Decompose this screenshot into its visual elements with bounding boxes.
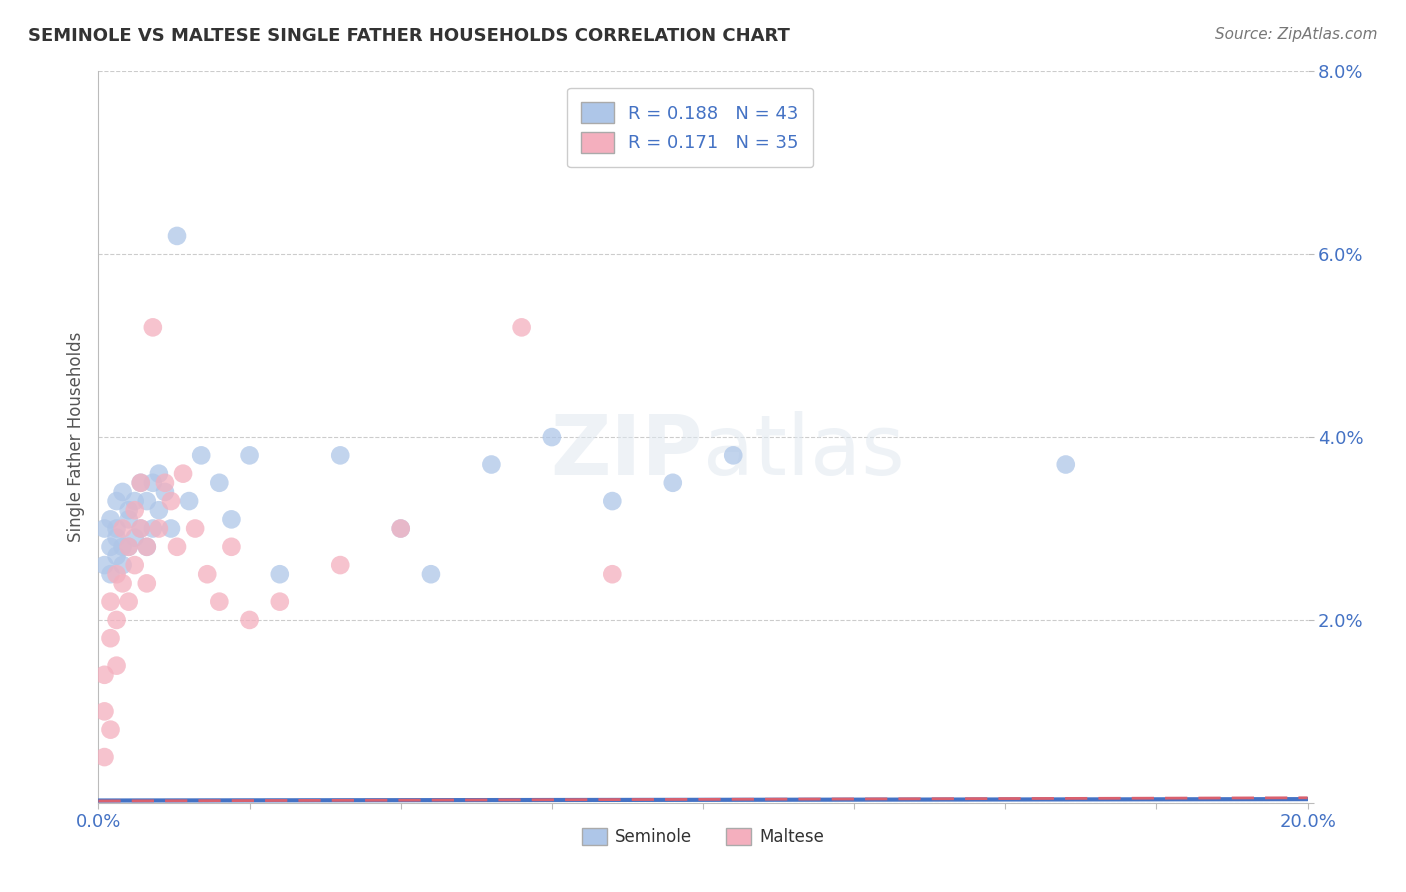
Point bbox=[166, 540, 188, 554]
Point bbox=[239, 449, 262, 463]
Point bbox=[105, 494, 128, 508]
Point bbox=[148, 503, 170, 517]
Point bbox=[105, 613, 128, 627]
Point bbox=[142, 521, 165, 535]
Point bbox=[129, 475, 152, 490]
Point bbox=[166, 229, 188, 244]
Point bbox=[93, 750, 115, 764]
Point bbox=[269, 595, 291, 609]
Point bbox=[510, 320, 533, 334]
Point bbox=[93, 705, 115, 719]
Point bbox=[118, 595, 141, 609]
Point bbox=[190, 449, 212, 463]
Point bbox=[602, 567, 624, 582]
Point bbox=[135, 540, 157, 554]
Point bbox=[172, 467, 194, 481]
Point bbox=[142, 475, 165, 490]
Point bbox=[111, 576, 134, 591]
Point bbox=[661, 475, 683, 490]
Text: SEMINOLE VS MALTESE SINGLE FATHER HOUSEHOLDS CORRELATION CHART: SEMINOLE VS MALTESE SINGLE FATHER HOUSEH… bbox=[28, 27, 790, 45]
Point bbox=[153, 475, 176, 490]
Point bbox=[124, 531, 146, 545]
Point bbox=[111, 540, 134, 554]
Point bbox=[208, 475, 231, 490]
Point bbox=[329, 558, 352, 573]
Point bbox=[160, 494, 183, 508]
Point bbox=[1054, 458, 1077, 472]
Point bbox=[105, 567, 128, 582]
Point bbox=[135, 494, 157, 508]
Point bbox=[100, 567, 122, 582]
Point bbox=[100, 512, 122, 526]
Point bbox=[118, 512, 141, 526]
Point bbox=[195, 567, 218, 582]
Point bbox=[93, 521, 115, 535]
Point bbox=[135, 576, 157, 591]
Point bbox=[100, 540, 122, 554]
Point bbox=[221, 512, 243, 526]
Point bbox=[208, 595, 231, 609]
Point bbox=[124, 503, 146, 517]
Text: atlas: atlas bbox=[703, 411, 904, 492]
Point bbox=[129, 521, 152, 535]
Point bbox=[111, 558, 134, 573]
Point bbox=[105, 531, 128, 545]
Text: Source: ZipAtlas.com: Source: ZipAtlas.com bbox=[1215, 27, 1378, 42]
Point bbox=[153, 485, 176, 500]
Y-axis label: Single Father Households: Single Father Households bbox=[66, 332, 84, 542]
Point bbox=[100, 632, 122, 646]
Point bbox=[389, 521, 412, 535]
Point bbox=[129, 475, 152, 490]
Point bbox=[124, 494, 146, 508]
Point bbox=[142, 320, 165, 334]
Point bbox=[93, 558, 115, 573]
Point bbox=[540, 430, 562, 444]
Point bbox=[239, 613, 262, 627]
Point bbox=[100, 595, 122, 609]
Point bbox=[329, 449, 352, 463]
Point bbox=[111, 521, 134, 535]
Point bbox=[105, 658, 128, 673]
Point bbox=[420, 567, 443, 582]
Point bbox=[184, 521, 207, 535]
Point bbox=[389, 521, 412, 535]
Point bbox=[160, 521, 183, 535]
Point bbox=[135, 540, 157, 554]
Point bbox=[93, 667, 115, 681]
Point bbox=[124, 558, 146, 573]
Point bbox=[221, 540, 243, 554]
Text: ZIP: ZIP bbox=[551, 411, 703, 492]
Point bbox=[481, 458, 503, 472]
Point bbox=[118, 503, 141, 517]
Point bbox=[105, 521, 128, 535]
Point bbox=[269, 567, 291, 582]
Point bbox=[118, 540, 141, 554]
Point bbox=[602, 494, 624, 508]
Point bbox=[148, 467, 170, 481]
Point bbox=[129, 521, 152, 535]
Point bbox=[105, 549, 128, 563]
Point bbox=[100, 723, 122, 737]
Point bbox=[723, 449, 745, 463]
Point bbox=[179, 494, 201, 508]
Point bbox=[118, 540, 141, 554]
Point bbox=[111, 485, 134, 500]
Point bbox=[148, 521, 170, 535]
Legend: Seminole, Maltese: Seminole, Maltese bbox=[575, 822, 831, 853]
